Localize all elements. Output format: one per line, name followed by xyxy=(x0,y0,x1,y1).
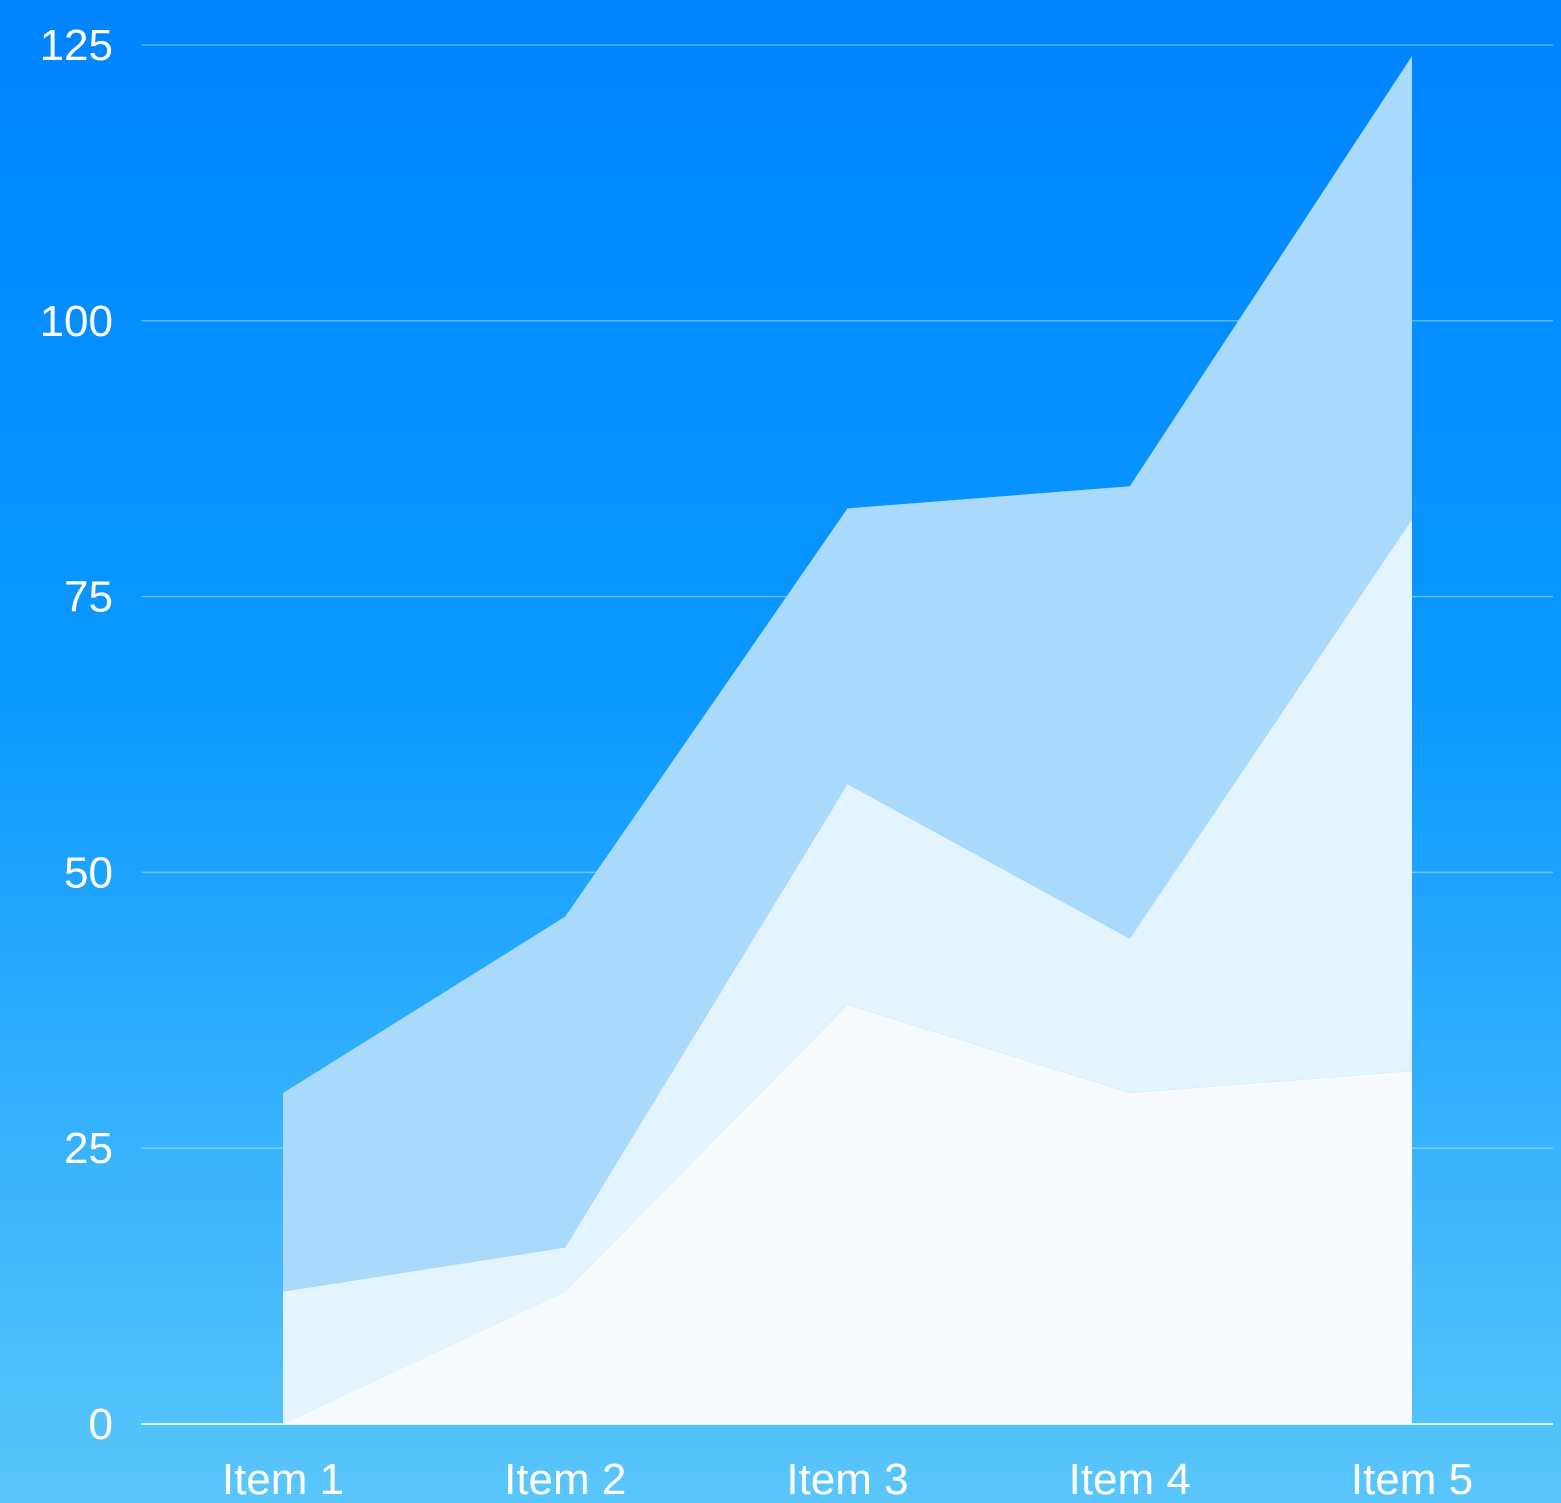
y-tick-label-25: 25 xyxy=(64,1124,113,1173)
area-series-2 xyxy=(283,519,1412,1424)
x-tick-label-5: Item 5 xyxy=(1351,1455,1473,1503)
y-axis-tick-labels: 0 25 50 75 100 125 xyxy=(40,21,113,1449)
x-tick-label-2: Item 2 xyxy=(504,1455,626,1503)
x-tick-label-1: Item 1 xyxy=(222,1455,344,1503)
x-axis-tick-labels: Item 1 Item 2 Item 3 Item 4 Item 5 xyxy=(222,1455,1473,1503)
x-tick-label-3: Item 3 xyxy=(786,1455,908,1503)
y-tick-label-125: 125 xyxy=(40,21,113,70)
area-series-1 xyxy=(283,1004,1412,1424)
y-tick-label-50: 50 xyxy=(64,848,113,897)
x-tick-label-4: Item 4 xyxy=(1069,1455,1191,1503)
y-tick-label-0: 0 xyxy=(89,1400,113,1449)
y-tick-label-100: 100 xyxy=(40,297,113,346)
y-tick-label-75: 75 xyxy=(64,573,113,622)
area-series-group xyxy=(283,56,1412,1424)
area-series-3 xyxy=(283,56,1412,1292)
